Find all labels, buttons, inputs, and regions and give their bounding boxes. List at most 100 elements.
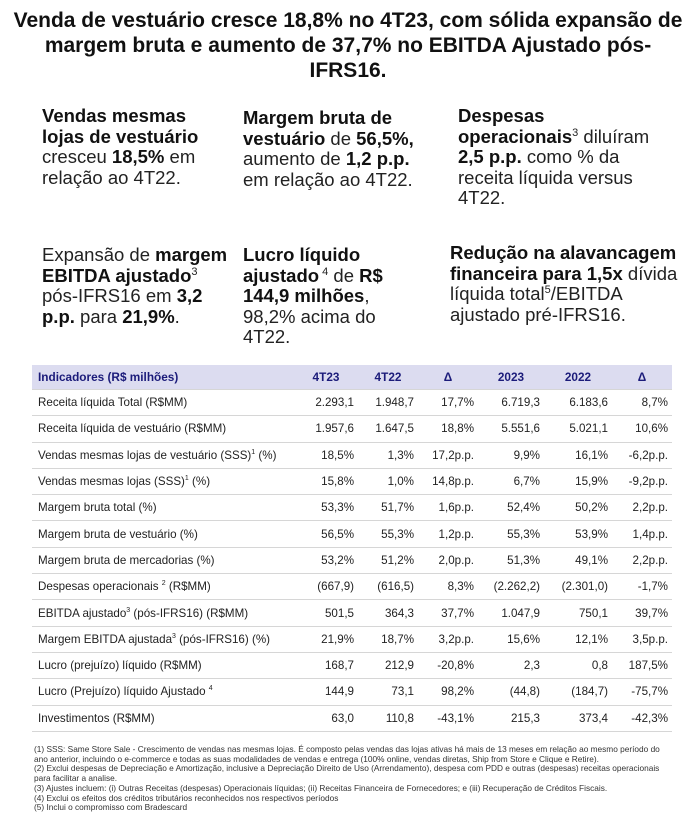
- row-label-text: Investimentos (R$MM): [38, 711, 155, 725]
- header-delta-quarter: Δ: [418, 365, 478, 390]
- highlight-4-value2: 21,9%: [122, 305, 175, 327]
- table-cell: 18,5%: [294, 441, 358, 469]
- highlight-3-footnote: 3: [572, 126, 579, 139]
- table-cell: 1,2p.p.: [418, 520, 478, 548]
- footnote-5: (5) Inclui o compromisso com Bradescard: [34, 802, 188, 813]
- highlight-5-value: R$ 144,9 milhões: [243, 264, 383, 306]
- highlight-6-footnote: 5: [544, 283, 551, 296]
- header-2022: 2022: [544, 365, 612, 390]
- table-cell: 212,9: [358, 651, 418, 679]
- header-4t23: 4T23: [294, 365, 358, 390]
- footnotes: (1) SSS: Same Store Sale - Crescimento d…: [34, 744, 670, 813]
- row-label: Investimentos (R$MM): [32, 704, 294, 732]
- highlight-5-text: de: [328, 264, 360, 286]
- table-row: Receita líquida de vestuário (R$MM) 1.957…: [32, 415, 672, 443]
- highlight-same-store-sales: Vendas mesmas lojas de vestuário cresceu…: [42, 105, 232, 188]
- table-cell: 17,7%: [418, 388, 478, 416]
- table-cell: 73,1: [358, 678, 418, 706]
- highlight-6-text: dívida líquida total: [450, 262, 678, 304]
- row-label-text: Receita líquida de vestuário (R$MM): [38, 422, 227, 436]
- footnote-3: (3) Ajustes incluem: (i) Outras Receitas…: [34, 782, 608, 793]
- table-cell: 168,7: [294, 651, 358, 679]
- table-cell: 501,5: [294, 599, 358, 627]
- highlight-3-tail: como % da receita líquida versus 4T22.: [458, 146, 633, 208]
- table-cell: 51,7%: [358, 494, 418, 521]
- row-label-footnote: 3: [126, 606, 131, 614]
- row-label-text: Vendas mesmas lojas (SSS): [38, 475, 185, 489]
- table-row: Vendas mesmas lojas (SSS)1 (%) 15,8% 1,0% 1…: [32, 467, 672, 495]
- row-label: Vendas mesmas lojas de vestuário (SSS)1 …: [32, 441, 294, 469]
- highlight-3-lead: Despesas operacionais: [458, 105, 573, 147]
- highlight-1-lead: Vendas mesmas lojas de vestuário: [42, 105, 199, 147]
- table-cell: 1.647,5: [358, 415, 418, 443]
- table-cell: 12,1%: [544, 625, 612, 653]
- table-cell: 2,3: [478, 651, 544, 679]
- row-label-footnote: 4: [208, 685, 213, 693]
- table-cell: 10,6%: [612, 415, 672, 443]
- highlight-leverage: Redução na alavancagem financeira para 1…: [450, 242, 682, 325]
- row-label: Margem bruta de vestuário (%): [32, 520, 294, 548]
- table-row: Margem bruta de vestuário (%) 56,5% 55,3% 1…: [32, 520, 672, 548]
- row-label: Margem bruta de mercadorias (%): [32, 546, 294, 574]
- table-cell: (616,5): [358, 573, 418, 600]
- footnote-1: (1) SSS: Same Store Sale - Crescimento d…: [34, 744, 660, 764]
- row-label-text: Despesas operacionais: [38, 580, 162, 594]
- table-cell: 17,2p.p.: [418, 441, 478, 469]
- table-cell: 18,8%: [418, 415, 478, 443]
- page-title: Venda de vestuário cresce 18,8% no 4T23,…: [13, 9, 683, 82]
- row-label-footnote: 1: [184, 475, 189, 483]
- indicators-table: Indicadores (R$ milhões) 4T23 4T22 Δ 202…: [32, 365, 672, 732]
- highlight-4-bold: margem EBITDA ajustado: [42, 244, 228, 286]
- table-cell: 5.021,1: [544, 415, 612, 443]
- row-label: Receita líquida de vestuário (R$MM): [32, 415, 294, 443]
- row-label-suffix: (pós-IFRS16) (R$MM): [130, 606, 249, 620]
- highlight-gross-margin: Margem bruta de vestuário de 56,5%, aume…: [243, 107, 438, 190]
- header-4t22: 4T22: [358, 365, 418, 390]
- highlight-4-footnote: 3: [191, 265, 198, 278]
- table-cell: -6,2p.p.: [612, 441, 672, 469]
- table-cell: -20,8%: [418, 651, 478, 679]
- footnote-4: (4) Exclui os efeitos dos créditos tribu…: [34, 792, 339, 803]
- row-label-suffix: (%): [255, 448, 277, 462]
- highlight-2-tail: em relação ao 4T22.: [243, 168, 413, 190]
- table-cell: 373,4: [544, 704, 612, 732]
- row-label-text: Margem bruta de mercadorias (%): [38, 553, 215, 567]
- table-row: Margem bruta de mercadorias (%) 53,2% 51,2…: [32, 546, 672, 574]
- table-cell: 49,1%: [544, 546, 612, 574]
- row-label-footnote: 2: [161, 580, 166, 588]
- table-row: Lucro (prejuízo) líquido (R$MM) 168,7 212,…: [32, 651, 672, 679]
- table-row: Investimentos (R$MM) 63,0 110,8 -43,1% 215,3…: [32, 704, 672, 732]
- table-cell: 9,9%: [478, 441, 544, 469]
- table-cell: -1,7%: [612, 573, 672, 600]
- table-cell: 1.957,6: [294, 415, 358, 443]
- table-cell: 6.719,3: [478, 388, 544, 416]
- header-indicators: Indicadores (R$ milhões): [32, 365, 294, 390]
- row-label-text: Margem EBITDA ajustada: [38, 632, 173, 646]
- row-label-text: Margem bruta total (%): [38, 501, 157, 515]
- table-row: Vendas mesmas lojas de vestuário (SSS)1 …: [32, 441, 672, 469]
- table-cell: 3,5p.p.: [612, 625, 672, 653]
- table-cell: 53,3%: [294, 494, 358, 521]
- highlight-net-income: Lucro líquido ajustado 4 de R$ 144,9 mil…: [243, 244, 413, 348]
- highlight-3-value: 2,5 p.p.: [458, 146, 522, 167]
- table-cell: 1.047,9: [478, 599, 544, 627]
- table-cell: -75,7%: [612, 678, 672, 706]
- highlight-2-value: 56,5%,: [356, 127, 414, 149]
- table-cell: 364,3: [358, 599, 418, 627]
- highlight-5-tail: , 98,2% acima do 4T22.: [243, 285, 376, 347]
- table-row: Lucro (Prejuízo) líquido Ajustado 4 144,9…: [32, 678, 672, 706]
- highlight-6-lead: Redução na alavancagem financeira para 1…: [450, 242, 677, 284]
- row-label-text: Receita líquida Total (R$MM): [38, 396, 188, 410]
- row-label: Receita líquida Total (R$MM): [32, 388, 294, 416]
- row-label-text: Lucro (Prejuízo) líquido Ajustado: [38, 685, 209, 699]
- table-cell: -43,1%: [418, 704, 478, 732]
- table-cell: 52,4%: [478, 494, 544, 521]
- table-cell: 2,2p.p.: [612, 494, 672, 521]
- highlight-4-value: 3,2 p.p.: [42, 285, 203, 327]
- table-cell: 8,7%: [612, 388, 672, 416]
- highlight-3-text: diluíram: [578, 125, 650, 147]
- row-label-text: EBITDA ajustado: [38, 606, 127, 620]
- row-label-footnote: 3: [172, 632, 176, 640]
- highlight-5-lead: Lucro líquido ajustado: [243, 244, 361, 286]
- table-header-row: Indicadores (R$ milhões) 4T23 4T22 Δ 202…: [32, 365, 672, 390]
